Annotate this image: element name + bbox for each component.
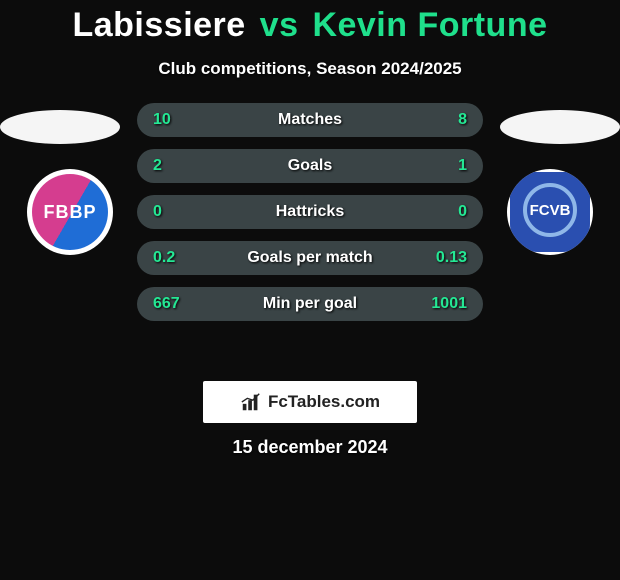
right-ellipse [500,110,620,144]
stats-column: 10 Matches 8 2 Goals 1 0 Hattricks 0 0.2… [137,103,483,321]
team-badge-right: FCVB [507,169,593,255]
fcvb-icon: FCVB [510,172,590,252]
stat-label: Goals per match [137,249,483,267]
bar-chart-icon [240,391,262,413]
stat-row-min-per-goal: 667 Min per goal 1001 [137,287,483,321]
left-ellipse [0,110,120,144]
fcvb-ring: FCVB [523,183,577,237]
fbbp-text: FBBP [44,202,97,223]
stat-label: Goals [137,157,483,175]
stat-label: Min per goal [137,295,483,313]
comparison-area: FBBP FCVB 10 Matches 8 2 Goals 1 0 Hattr… [0,103,620,363]
fbbp-icon: FBBP [32,174,108,250]
player2-name: Kevin Fortune [312,6,547,44]
team-badge-left: FBBP [27,169,113,255]
stat-row-goals: 2 Goals 1 [137,149,483,183]
logo-text: FcTables.com [268,392,380,412]
stat-row-hattricks: 0 Hattricks 0 [137,195,483,229]
stat-row-goals-per-match: 0.2 Goals per match 0.13 [137,241,483,275]
vs-text: vs [260,6,299,44]
page-title: Labissiere vs Kevin Fortune [0,0,620,45]
stat-label: Hattricks [137,203,483,221]
subtitle: Club competitions, Season 2024/2025 [0,59,620,79]
footer-date: 15 december 2024 [0,437,620,458]
stat-row-matches: 10 Matches 8 [137,103,483,137]
stat-label: Matches [137,111,483,129]
fctables-logo[interactable]: FcTables.com [203,381,417,423]
fcvb-text: FCVB [530,202,571,219]
player1-name: Labissiere [72,6,245,44]
